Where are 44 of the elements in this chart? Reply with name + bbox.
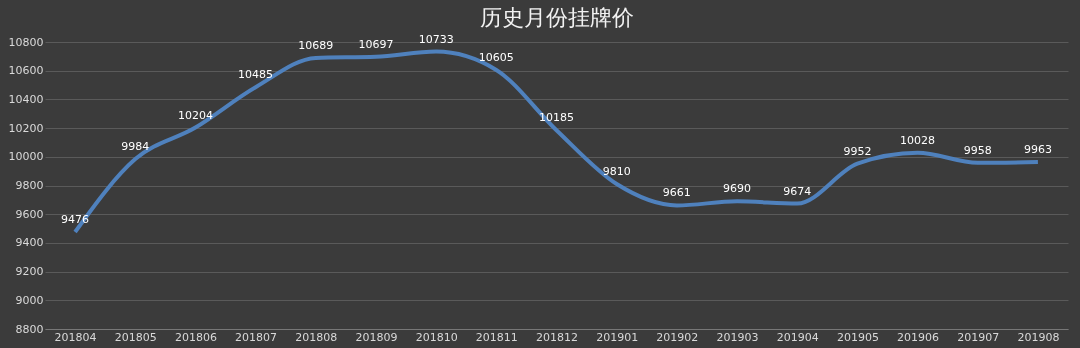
x-tick-label: 201810 <box>415 330 458 344</box>
y-tick-label: 10200 <box>8 121 44 135</box>
x-tick-label: 201905 <box>836 330 879 344</box>
data-label: 9661 <box>662 186 691 200</box>
x-tick-label: 201805 <box>114 330 157 344</box>
x-tick-label: 201906 <box>897 330 940 344</box>
data-label: 10605 <box>478 50 514 64</box>
x-tick-label: 201811 <box>475 330 518 344</box>
chart-title: 历史月份挂牌价 <box>479 4 634 30</box>
y-tick-label: 10600 <box>8 64 44 78</box>
data-label: 10689 <box>298 38 334 52</box>
data-label: 10697 <box>358 37 394 51</box>
x-tick-label: 201809 <box>355 330 398 344</box>
data-label: 9958 <box>963 143 992 157</box>
y-tick-label: 9800 <box>15 179 44 192</box>
x-tick-label: 201907 <box>957 330 1000 344</box>
y-tick-label: 9000 <box>15 293 44 307</box>
data-label: 9952 <box>843 144 872 158</box>
y-tick-label: 10000 <box>8 150 44 164</box>
y-tick-label: 8800 <box>15 322 44 336</box>
data-label: 10028 <box>900 133 936 147</box>
y-tick-label: 10400 <box>8 92 44 106</box>
y-tick-label: 9400 <box>15 236 44 250</box>
x-tick-label: 201904 <box>776 330 819 344</box>
x-tick-label: 201902 <box>656 330 699 344</box>
x-tick-label: 201804 <box>54 330 97 344</box>
data-label: 9690 <box>723 182 752 196</box>
y-tick-label: 9600 <box>15 207 44 221</box>
x-tick-label: 201812 <box>536 330 578 344</box>
y-tick-label: 9200 <box>15 265 44 279</box>
x-tick-label: 201901 <box>596 330 639 344</box>
data-label: 9963 <box>1023 143 1052 157</box>
data-label: 9984 <box>121 140 150 154</box>
data-label: 10485 <box>238 68 274 82</box>
x-tick-label: 201806 <box>174 330 217 344</box>
x-tick-label: 201908 <box>1017 330 1060 344</box>
x-tick-label: 201807 <box>235 330 278 344</box>
data-label: 9810 <box>602 165 631 179</box>
data-label: 10204 <box>177 108 213 122</box>
y-tick-label: 10800 <box>8 35 44 49</box>
data-label: 9674 <box>783 184 812 198</box>
x-tick-label: 201903 <box>716 330 759 344</box>
data-label: 10733 <box>418 32 454 46</box>
x-tick-label: 201808 <box>295 330 338 344</box>
